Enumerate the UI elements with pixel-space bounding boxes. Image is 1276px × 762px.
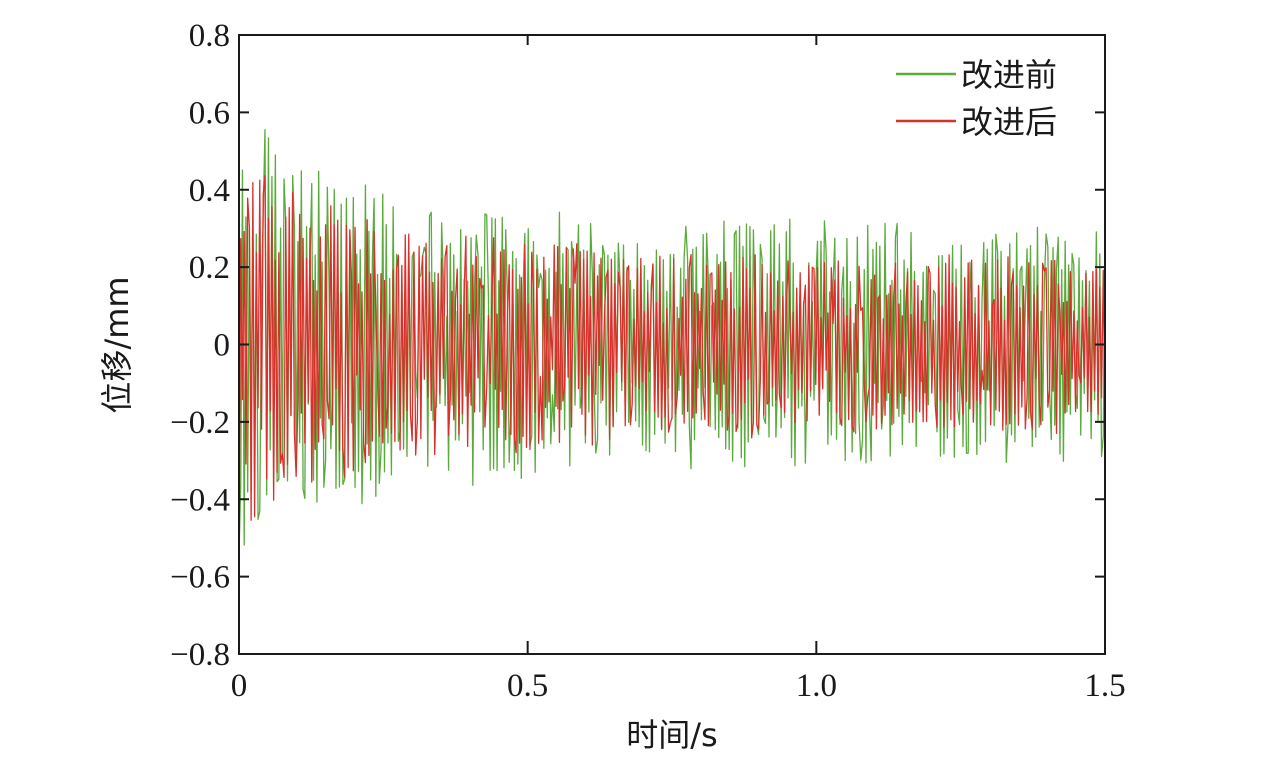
legend: 改进前 改进后 — [896, 56, 1057, 141]
x-tick-label: 0 — [231, 668, 248, 704]
y-tick-label: −0.6 — [170, 560, 230, 596]
series-layer — [238, 129, 1106, 559]
x-tick-label: 1.5 — [1084, 668, 1125, 704]
legend-label-series-2: 改进后 — [961, 103, 1057, 141]
y-tick-label: 0 — [214, 328, 231, 364]
y-tick-label: −0.8 — [170, 637, 230, 673]
y-tick-label: 0.6 — [189, 95, 230, 131]
x-axis-title: 时间/s — [626, 716, 717, 754]
y-tick-label: 0.2 — [189, 250, 230, 286]
y-tick-label: 0.8 — [189, 18, 230, 54]
y-tick-label: −0.2 — [170, 405, 230, 441]
series-line-2 — [238, 174, 1106, 559]
legend-label-series-1: 改进前 — [961, 56, 1057, 94]
y-axis-title: 位移/mm — [98, 276, 136, 413]
y-tick-label: −0.4 — [170, 482, 230, 518]
y-tick-label: 0.4 — [189, 173, 230, 209]
x-tick-label: 0.5 — [507, 668, 548, 704]
x-tick-label: 1.0 — [796, 668, 837, 704]
ticks-layer: 0.80.60.40.20−0.2−0.4−0.6−0.80 0.5 1.0 1.5 — [170, 18, 1126, 704]
